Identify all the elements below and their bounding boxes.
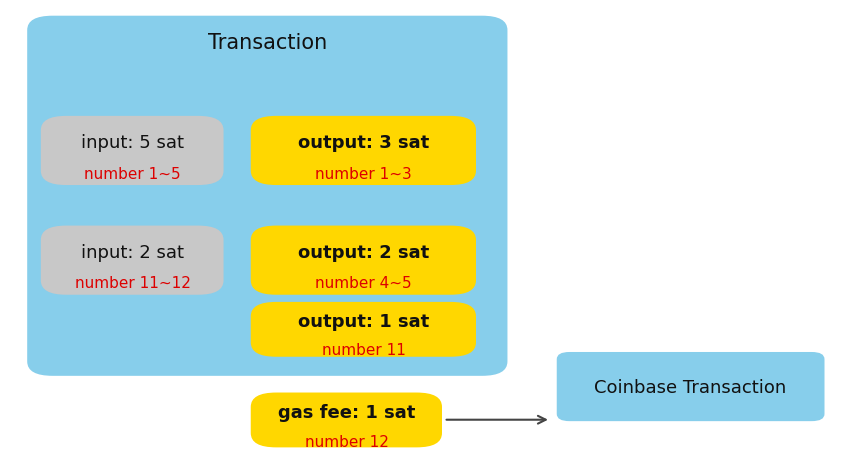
- Text: gas fee: 1 sat: gas fee: 1 sat: [278, 403, 416, 421]
- Text: number 11: number 11: [322, 342, 405, 357]
- FancyBboxPatch shape: [41, 226, 224, 295]
- Text: Transaction: Transaction: [208, 33, 327, 53]
- Text: output: 2 sat: output: 2 sat: [298, 243, 429, 261]
- Text: number 1~3: number 1~3: [315, 166, 412, 181]
- Text: output: 1 sat: output: 1 sat: [298, 312, 429, 330]
- FancyBboxPatch shape: [251, 302, 476, 357]
- FancyBboxPatch shape: [251, 393, 442, 447]
- Text: Coinbase Transaction: Coinbase Transaction: [594, 378, 786, 396]
- Text: input: 5 sat: input: 5 sat: [81, 134, 184, 152]
- Text: number 12: number 12: [305, 434, 388, 449]
- Text: number 1~5: number 1~5: [84, 166, 181, 181]
- FancyBboxPatch shape: [557, 352, 824, 421]
- FancyBboxPatch shape: [251, 117, 476, 186]
- Text: number 11~12: number 11~12: [75, 276, 190, 291]
- FancyBboxPatch shape: [41, 117, 224, 186]
- FancyBboxPatch shape: [251, 226, 476, 295]
- FancyBboxPatch shape: [27, 17, 507, 376]
- Text: output: 3 sat: output: 3 sat: [298, 134, 429, 152]
- Text: number 4~5: number 4~5: [315, 276, 412, 291]
- Text: input: 2 sat: input: 2 sat: [81, 243, 184, 261]
